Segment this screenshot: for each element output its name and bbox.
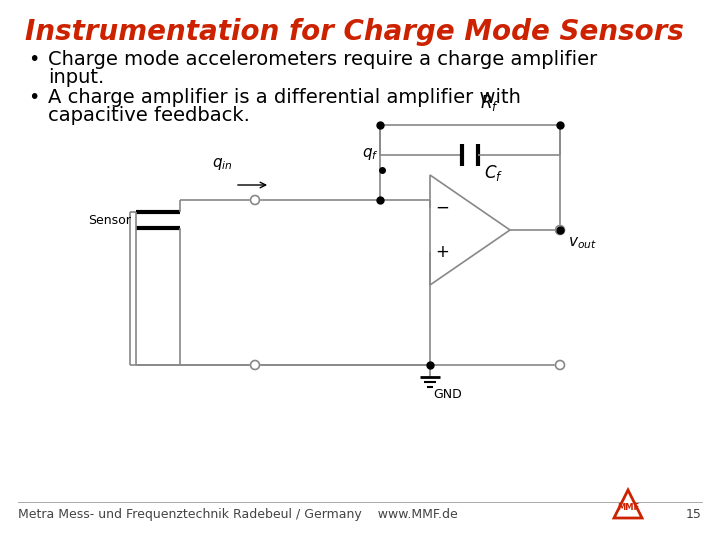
Text: Sensor: Sensor bbox=[88, 213, 131, 226]
Text: A charge amplifier is a differential amplifier with: A charge amplifier is a differential amp… bbox=[48, 88, 521, 107]
Text: Metra Mess- und Frequenztechnik Radebeul / Germany    www.MMF.de: Metra Mess- und Frequenztechnik Radebeul… bbox=[18, 508, 458, 521]
Text: $q_f$: $q_f$ bbox=[362, 146, 379, 162]
Text: $C_f$: $C_f$ bbox=[484, 163, 503, 183]
Text: +: + bbox=[435, 243, 449, 261]
Text: $v_{out}$: $v_{out}$ bbox=[568, 235, 597, 251]
Circle shape bbox=[251, 361, 259, 369]
Polygon shape bbox=[614, 490, 642, 518]
Circle shape bbox=[251, 195, 259, 205]
Text: capacitive feedback.: capacitive feedback. bbox=[48, 106, 250, 125]
Text: GND: GND bbox=[433, 388, 462, 401]
Text: Instrumentation for Charge Mode Sensors: Instrumentation for Charge Mode Sensors bbox=[25, 18, 684, 46]
Text: $R_f$: $R_f$ bbox=[480, 93, 500, 113]
Text: −: − bbox=[435, 199, 449, 217]
Text: •: • bbox=[28, 50, 40, 69]
Circle shape bbox=[556, 226, 564, 234]
Text: input.: input. bbox=[48, 68, 104, 87]
Text: Charge mode accelerometers require a charge amplifier: Charge mode accelerometers require a cha… bbox=[48, 50, 598, 69]
Text: 15: 15 bbox=[686, 508, 702, 521]
Text: MMF: MMF bbox=[617, 503, 639, 512]
Text: •: • bbox=[28, 88, 40, 107]
Text: $q_{in}$: $q_{in}$ bbox=[212, 156, 233, 172]
Circle shape bbox=[556, 361, 564, 369]
